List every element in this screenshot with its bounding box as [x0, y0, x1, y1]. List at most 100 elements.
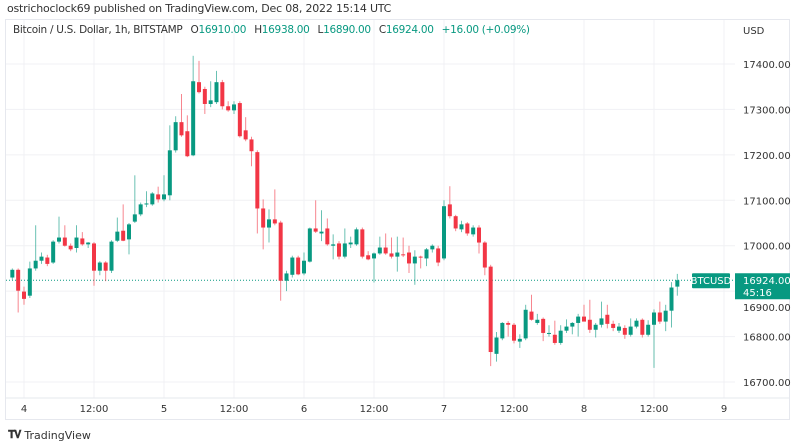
- price-tick-label: 16700.00: [743, 378, 791, 389]
- low-value: 16890.00: [323, 24, 371, 36]
- candle-down: [249, 136, 254, 167]
- candle-down: [185, 115, 190, 158]
- candle-body: [220, 82, 225, 107]
- candle-body: [313, 228, 318, 232]
- candle-up: [208, 81, 213, 108]
- candle-down: [243, 117, 248, 142]
- candle-down: [16, 268, 21, 313]
- candle-body: [202, 88, 207, 104]
- time-tick-label: 5: [161, 404, 167, 415]
- candle-up: [150, 192, 155, 206]
- candle-body: [267, 219, 271, 228]
- candle-up: [57, 216, 61, 244]
- candle-up: [547, 325, 551, 337]
- candle-up: [395, 236, 400, 272]
- candle-down: [313, 200, 318, 233]
- candle-up: [430, 244, 435, 253]
- candle-body: [482, 242, 487, 268]
- candle-down: [220, 79, 225, 110]
- candle-body: [500, 322, 505, 339]
- candle-body: [407, 252, 411, 264]
- candle-down: [541, 317, 546, 342]
- candle-body: [68, 245, 73, 250]
- candle-body: [109, 241, 114, 271]
- price-tick-label: 17000.00: [743, 242, 791, 253]
- candle-down: [582, 304, 586, 322]
- candle-body: [599, 318, 604, 325]
- candle-body: [395, 252, 400, 257]
- candle-body: [471, 227, 476, 235]
- candle-body: [144, 203, 149, 205]
- candle-up: [97, 261, 102, 276]
- candle-down: [226, 101, 231, 112]
- candle-down: [261, 199, 266, 250]
- candle-up: [523, 304, 528, 341]
- time-tick-label: 4: [21, 404, 27, 415]
- price-tick-label: 17200.00: [743, 151, 791, 162]
- low-label: L: [317, 24, 324, 36]
- candle-down: [92, 242, 96, 286]
- candle-body: [80, 238, 85, 245]
- candle-down: [529, 294, 534, 321]
- candle-body: [512, 324, 516, 341]
- candle-body: [389, 253, 394, 257]
- candle-up: [535, 313, 540, 325]
- candle-body: [506, 322, 511, 325]
- candle-up: [191, 55, 196, 157]
- price-tick-label: 17100.00: [743, 196, 791, 207]
- candle-down: [605, 304, 610, 329]
- candle-up: [646, 320, 651, 337]
- candle-body: [582, 316, 586, 322]
- candle-body: [261, 208, 266, 228]
- candle-up: [331, 234, 336, 260]
- candle-body: [214, 82, 219, 103]
- candle-body: [243, 130, 248, 140]
- candle-body: [517, 338, 522, 342]
- candle-body: [237, 103, 242, 137]
- candle-body: [33, 260, 38, 269]
- candle-body: [412, 256, 417, 264]
- candle-body: [360, 229, 365, 257]
- candle-up: [494, 332, 499, 362]
- candle-down: [325, 218, 330, 246]
- candle-up: [10, 268, 15, 280]
- candle-up: [634, 318, 639, 329]
- candle-down: [296, 255, 301, 276]
- candle-down: [337, 241, 341, 260]
- candle-up: [307, 227, 312, 263]
- close-label: C: [378, 24, 386, 36]
- currency-label: USD: [743, 26, 765, 37]
- candle-down: [447, 186, 452, 219]
- candle-body: [401, 254, 406, 256]
- candle-body: [278, 222, 283, 281]
- candle-down: [453, 214, 458, 232]
- candle-up: [27, 261, 32, 298]
- candle-down: [552, 320, 557, 345]
- tradingview-logo[interactable]: 𝐓𝐕 TradingView: [8, 428, 91, 442]
- candle-body: [622, 327, 627, 335]
- candles: [10, 55, 680, 368]
- candle-body: [208, 100, 213, 104]
- candle-down: [611, 320, 616, 332]
- time-tick-label: 12:00: [220, 404, 249, 415]
- candle-body: [249, 139, 254, 152]
- candle-up: [39, 252, 44, 264]
- candle-body: [494, 337, 499, 354]
- candle-down: [401, 237, 406, 258]
- candle-up: [162, 175, 166, 202]
- candle-down: [156, 186, 161, 203]
- candle-body: [132, 214, 137, 222]
- candle-body: [442, 206, 446, 259]
- candle-body: [564, 326, 569, 331]
- candle-body: [103, 262, 108, 271]
- price-tick-label: 17300.00: [743, 105, 791, 116]
- candle-up: [319, 210, 324, 242]
- candle-up: [109, 240, 114, 273]
- candle-down: [512, 322, 516, 344]
- candle-up: [471, 225, 476, 237]
- candle-up: [348, 236, 353, 248]
- candle-body: [611, 323, 616, 328]
- candle-down: [278, 220, 283, 301]
